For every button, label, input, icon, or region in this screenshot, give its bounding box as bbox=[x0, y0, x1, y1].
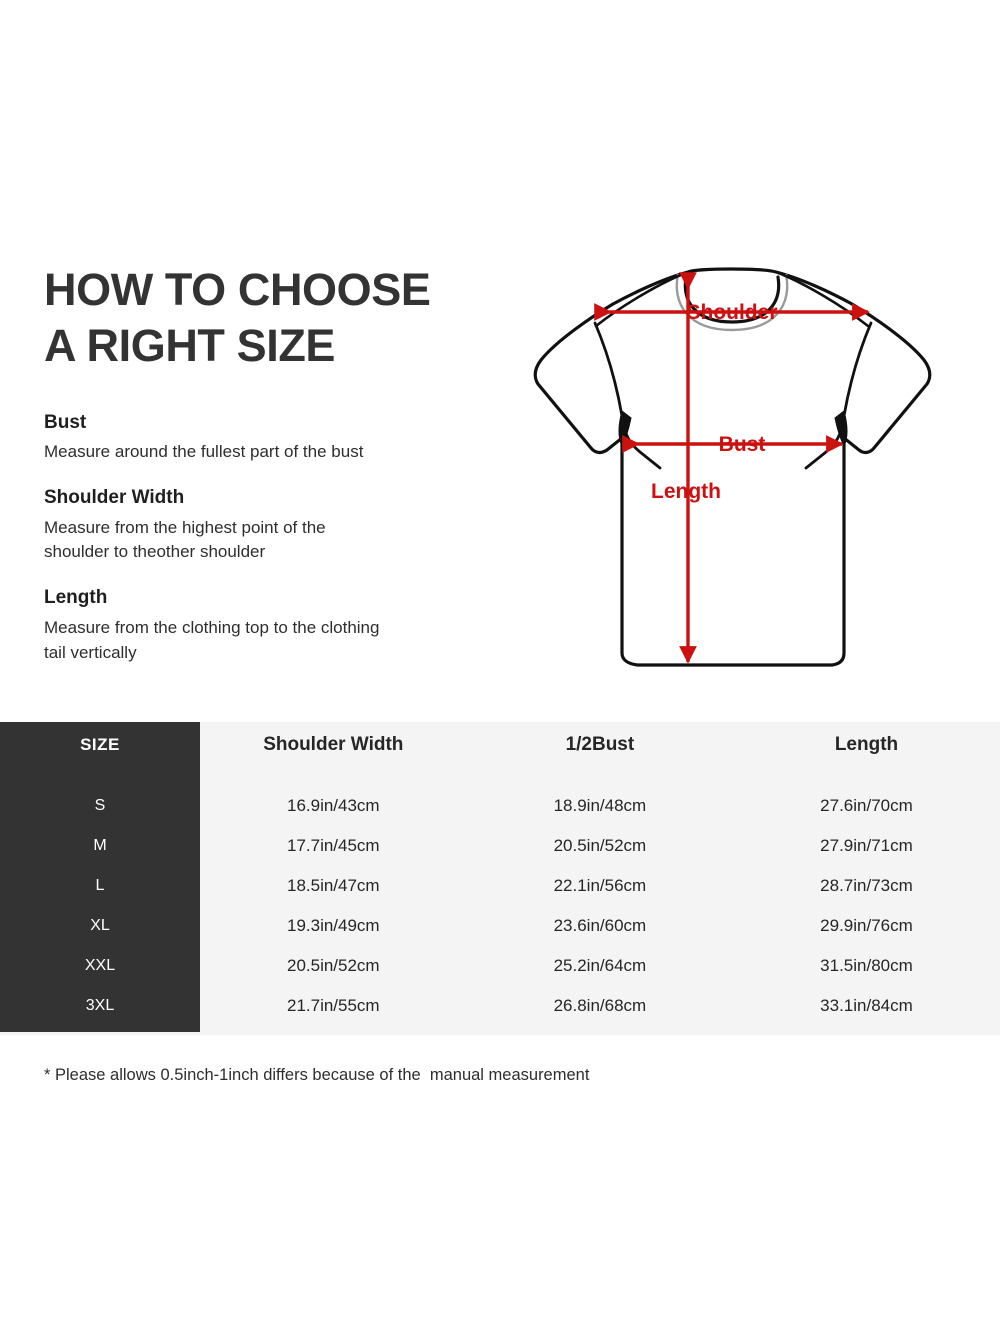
page-title-line-2: A RIGHT SIZE bbox=[44, 319, 336, 371]
row-xl-bust: 23.6in/60cm bbox=[553, 916, 647, 935]
table-row: 3XL 21.7in/55cm 26.8in/68cm 33.1in/84cm bbox=[0, 986, 1000, 1026]
size-column-background bbox=[0, 722, 200, 1032]
table-row: XXL 20.5in/52cm 25.2in/64cm 31.5in/80cm bbox=[0, 946, 1000, 986]
row-xxl-shoulder: 20.5in/52cm bbox=[286, 956, 380, 975]
tshirt-outline bbox=[533, 267, 932, 667]
row-l-shoulder: 18.5in/47cm bbox=[286, 876, 380, 895]
row-3xl-bust: 26.8in/68cm bbox=[553, 996, 647, 1015]
table-header-half-bust: 1/2Bust bbox=[565, 734, 635, 755]
row-m-length: 27.9in/71cm bbox=[820, 836, 913, 855]
table-row: S 16.9in/43cm 18.9in/48cm 27.6in/70cm bbox=[0, 786, 1000, 826]
measurement-term-bust: Bust bbox=[44, 411, 87, 433]
table-header-shoulder-width: Shoulder Width bbox=[263, 734, 404, 755]
row-xl-length: 29.9in/76cm bbox=[820, 916, 913, 935]
measurement-description-length: Measure from the clothing top to the clo… bbox=[44, 617, 380, 662]
length-label: Length bbox=[651, 480, 721, 503]
table-header-row: SIZE Shoulder Width 1/2Bust Length bbox=[0, 722, 1000, 768]
row-size-xl: XL bbox=[90, 917, 110, 934]
row-size-m: M bbox=[93, 837, 107, 854]
size-table: SIZE Shoulder Width 1/2Bust Length S 16.… bbox=[0, 722, 1000, 1035]
size-table-grid: SIZE Shoulder Width 1/2Bust Length S 16.… bbox=[0, 722, 1000, 1035]
row-xl-shoulder: 19.3in/49cm bbox=[286, 916, 380, 935]
bust-label: Bust bbox=[719, 433, 766, 456]
row-size-s: S bbox=[94, 797, 106, 814]
tshirt-diagram: Shoulder Bust Length bbox=[500, 248, 980, 688]
tshirt-collar-shade bbox=[675, 273, 789, 332]
table-header-size: SIZE bbox=[80, 735, 120, 754]
measurement-bust: Bust Measure around the fullest part of … bbox=[44, 412, 474, 465]
info-panel: HOW TO CHOOSE A RIGHT SIZE Bust Measure … bbox=[44, 262, 474, 665]
row-m-shoulder: 17.7in/45cm bbox=[286, 836, 380, 855]
row-s-bust: 18.9in/48cm bbox=[553, 796, 647, 815]
measurement-shoulder-width: Shoulder Width Measure from the highest … bbox=[44, 487, 474, 565]
measurement-term-shoulder-width: Shoulder Width bbox=[44, 487, 185, 509]
row-l-length: 28.7in/73cm bbox=[820, 876, 913, 895]
shoulder-label: Shoulder bbox=[686, 301, 777, 324]
page-title-line-1: HOW TO CHOOSE bbox=[44, 264, 431, 315]
row-size-3xl: 3XL bbox=[85, 997, 115, 1014]
row-l-bust: 22.1in/56cm bbox=[553, 876, 647, 895]
row-s-shoulder: 16.9in/43cm bbox=[286, 796, 380, 815]
row-xxl-length: 31.5in/80cm bbox=[820, 956, 913, 975]
row-m-bust: 20.5in/52cm bbox=[553, 836, 647, 855]
page-title: HOW TO CHOOSE A RIGHT SIZE bbox=[44, 262, 474, 374]
table-header-length: Length bbox=[834, 734, 899, 755]
row-s-length: 27.6in/70cm bbox=[820, 796, 913, 815]
table-row: XL 19.3in/49cm 23.6in/60cm 29.9in/76cm bbox=[0, 906, 1000, 946]
row-3xl-shoulder: 21.7in/55cm bbox=[286, 996, 380, 1015]
row-xxl-bust: 25.2in/64cm bbox=[553, 956, 647, 975]
table-row: M 17.7in/45cm 20.5in/52cm 27.9in/71cm bbox=[0, 826, 1000, 866]
row-3xl-length: 33.1in/84cm bbox=[820, 996, 913, 1015]
table-row: L 18.5in/47cm 22.1in/56cm 28.7in/73cm bbox=[0, 866, 1000, 906]
measurement-description-bust: Measure around the fullest part of the b… bbox=[44, 442, 364, 462]
measurement-disclaimer: * Please allows 0.5inch-1inch differs be… bbox=[44, 1066, 590, 1084]
top-section: HOW TO CHOOSE A RIGHT SIZE Bust Measure … bbox=[44, 248, 980, 688]
row-size-xxl: XXL bbox=[84, 957, 116, 974]
tshirt-outline-group bbox=[533, 267, 932, 667]
row-size-l: L bbox=[95, 877, 105, 894]
measurement-term-length: Length bbox=[44, 587, 108, 609]
measurement-length: Length Measure from the clothing top to … bbox=[44, 587, 474, 665]
measurement-description-shoulder-width: Measure from the highest point of the sh… bbox=[44, 517, 326, 562]
